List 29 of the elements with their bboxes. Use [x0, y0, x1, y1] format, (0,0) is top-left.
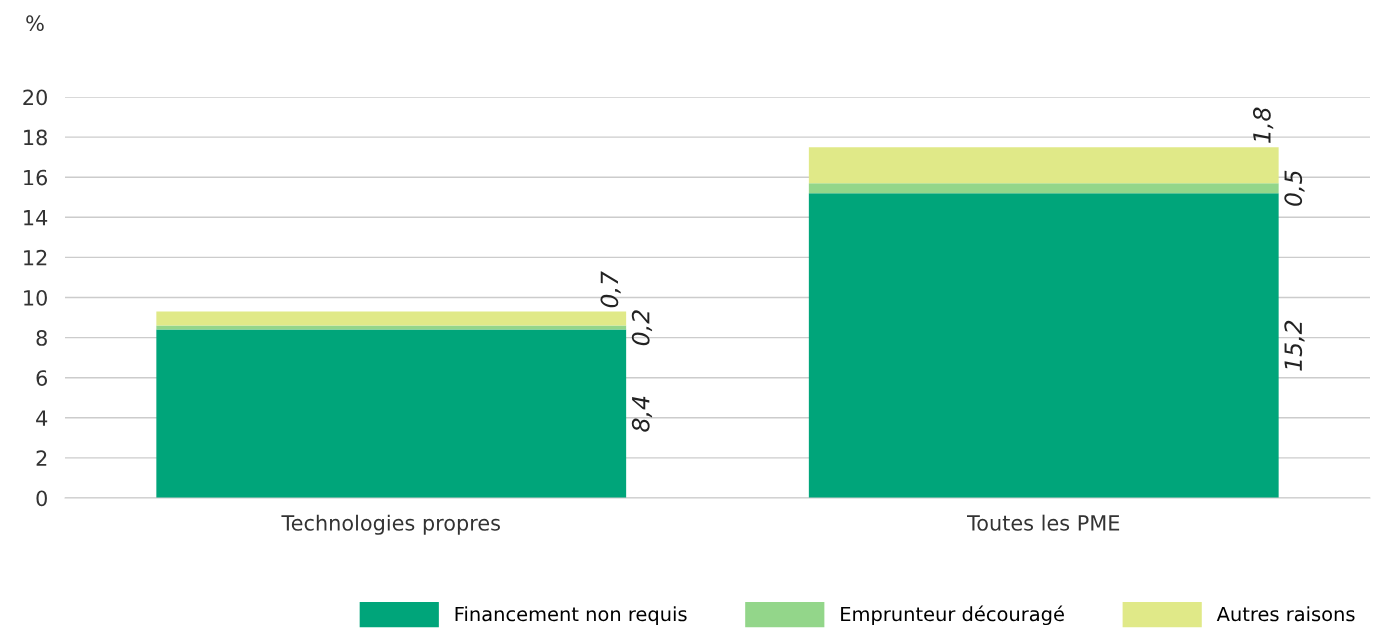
bar [156, 325, 627, 330]
y-tick-label: 0 [36, 490, 47, 507]
x-tick-label: Toutes les PME [967, 514, 1120, 531]
y-tick-label: 8 [36, 330, 47, 346]
y-tick-label: 10 [24, 289, 47, 306]
data-label: 1,8 [1252, 107, 1274, 143]
bar [808, 183, 1279, 194]
data-label: 0,2 [631, 310, 653, 346]
y-tick-label: 18 [24, 129, 47, 146]
y-tick-label: 14 [24, 210, 48, 226]
data-label: 0,5 [1284, 170, 1305, 206]
bar [808, 193, 1279, 498]
bar [156, 329, 627, 498]
legend-label: Financement non requis [455, 606, 687, 626]
data-label: 8,4 [631, 396, 653, 432]
y-tick-label: 6 [36, 370, 48, 386]
x-tick-label: Technologies propres [281, 514, 500, 535]
y-axis-title: % [26, 15, 44, 32]
legend-label: Emprunteur découragé [841, 605, 1064, 626]
data-label: 0,7 [600, 271, 621, 308]
y-tick-label: 2 [36, 450, 47, 466]
legend-label: Autres raisons [1216, 606, 1355, 622]
data-label: 15,2 [1284, 320, 1305, 371]
y-tick-label: 20 [23, 89, 47, 106]
bar [156, 311, 627, 326]
y-tick-label: 4 [36, 410, 48, 426]
bar [808, 147, 1279, 184]
y-tick-label: 16 [24, 169, 48, 186]
y-tick-label: 12 [24, 249, 47, 266]
